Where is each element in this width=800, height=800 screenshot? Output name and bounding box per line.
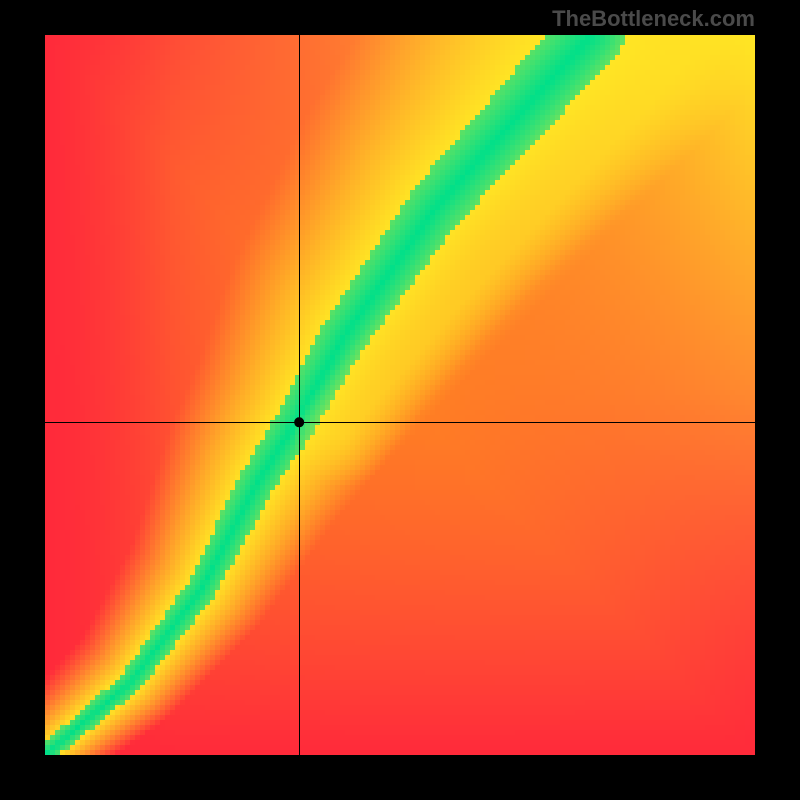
heatmap-canvas <box>0 0 800 800</box>
watermark-text: TheBottleneck.com <box>552 6 755 32</box>
